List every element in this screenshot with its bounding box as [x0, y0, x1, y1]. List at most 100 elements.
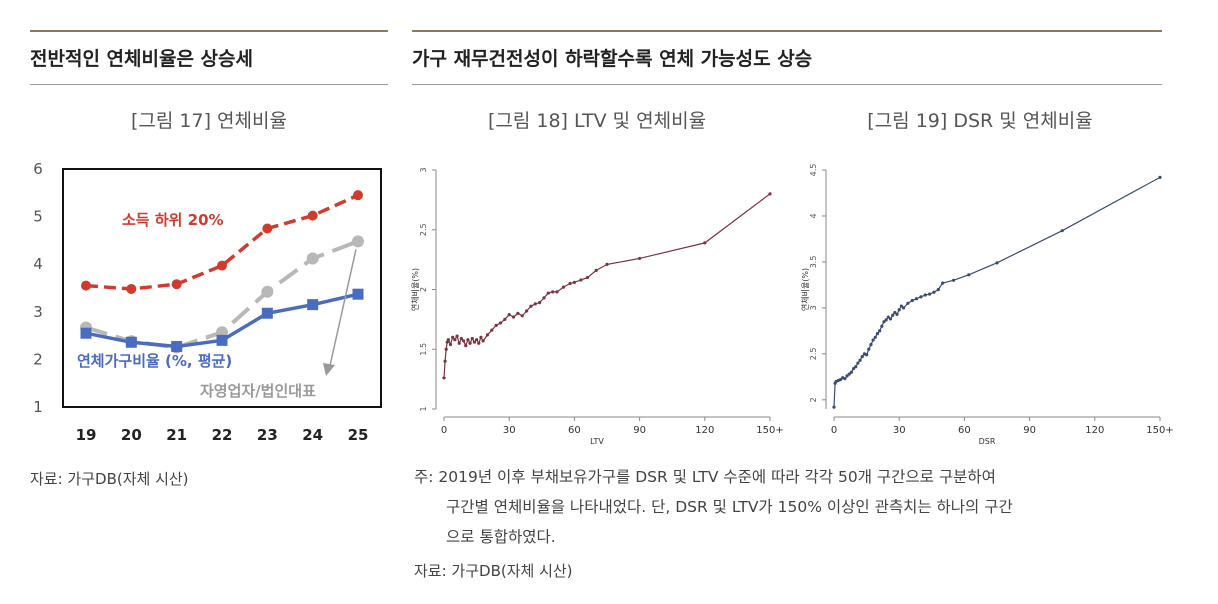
- data-point: [498, 321, 503, 325]
- x-tick-label: 25: [348, 426, 369, 444]
- y-tick-label: 1: [33, 398, 43, 416]
- data-point: [901, 306, 906, 310]
- data-point: [448, 342, 453, 347]
- data-point: [851, 366, 856, 371]
- series-line: [443, 193, 771, 378]
- y-tick-label: 3: [419, 167, 428, 172]
- data-point: [860, 355, 864, 359]
- data-point: [893, 310, 897, 315]
- data-point: [80, 327, 92, 339]
- x-axis-label: DSR: [979, 437, 996, 446]
- data-point: [906, 301, 910, 305]
- data-point: [768, 192, 772, 196]
- x-tick-label: 120: [1085, 425, 1104, 436]
- data-point: [445, 340, 449, 344]
- data-point: [914, 297, 919, 301]
- y-tick-label: 6: [33, 160, 43, 178]
- x-tick-label: 30: [503, 425, 516, 436]
- y-tick-label: 2: [419, 287, 428, 292]
- data-point: [865, 353, 869, 357]
- data-point: [511, 315, 516, 319]
- source-right: 자료: 가구DB(자체 시산): [414, 562, 573, 580]
- data-point: [457, 341, 461, 345]
- data-point: [919, 295, 923, 299]
- series-label-household: 연체가구비율 (%, 평균): [77, 352, 232, 370]
- data-point: [481, 339, 485, 343]
- data-point: [899, 304, 903, 308]
- figure18-title: [그림 18] LTV 및 연체비율: [487, 110, 707, 132]
- data-point: [936, 287, 940, 292]
- data-point: [845, 374, 849, 378]
- data-point: [353, 190, 363, 201]
- data-point: [261, 285, 274, 298]
- data-point: [871, 338, 875, 342]
- data-point: [546, 291, 550, 295]
- data-point: [551, 290, 555, 294]
- data-point: [459, 336, 463, 341]
- y-tick-label: 2.5: [809, 347, 818, 360]
- data-point: [843, 377, 847, 381]
- data-point: [125, 336, 137, 348]
- y-tick-label: 1: [419, 406, 428, 411]
- y-tick-label: 3: [33, 303, 43, 321]
- data-point: [561, 285, 566, 289]
- data-point: [932, 290, 936, 294]
- x-tick-label: 150+: [756, 425, 783, 436]
- data-point: [886, 315, 890, 319]
- data-point: [352, 288, 364, 300]
- x-axis-label: LTV: [590, 437, 604, 446]
- x-tick-label: 22: [212, 426, 233, 444]
- data-point: [490, 328, 494, 332]
- data-point: [897, 308, 901, 312]
- data-point: [585, 275, 590, 280]
- data-point: [923, 293, 927, 297]
- data-point: [261, 307, 273, 319]
- y-tick-label: 5: [33, 208, 43, 226]
- data-point: [572, 280, 576, 284]
- data-point: [951, 278, 956, 282]
- x-tick-label: 20: [121, 426, 142, 444]
- data-point: [533, 302, 537, 306]
- y-axis-label: 연체비율(%): [410, 268, 420, 311]
- x-tick-label: 0: [831, 425, 837, 436]
- x-tick-label: 150+: [1146, 425, 1173, 436]
- data-point: [307, 210, 318, 221]
- data-point: [1060, 229, 1064, 233]
- x-tick-label: 19: [76, 426, 97, 444]
- x-tick-label: 24: [302, 426, 323, 444]
- data-point: [579, 278, 583, 282]
- data-point: [217, 260, 227, 271]
- data-point: [529, 304, 533, 308]
- data-point: [895, 312, 899, 316]
- data-point: [477, 341, 481, 345]
- data-point: [847, 372, 851, 376]
- data-point: [461, 339, 466, 343]
- annotation-arrow: [328, 249, 357, 371]
- heading-underline-right: [412, 84, 1162, 85]
- y-tick-label: 2: [33, 350, 43, 368]
- note-line-1: 주: 2019년 이후 부채보유가구를 DSR 및 LTV 수준에 따라 각각 …: [414, 468, 996, 486]
- section-heading-right: 가구 재무건전성이 하락할수록 연체 가능성도 상승: [412, 48, 813, 70]
- y-tick-label: 4: [33, 255, 43, 273]
- data-point: [568, 281, 572, 286]
- data-point: [888, 317, 893, 321]
- y-tick-label: 4: [809, 213, 818, 218]
- data-point: [873, 335, 877, 339]
- data-point: [503, 317, 507, 321]
- data-point: [507, 312, 511, 317]
- data-point: [542, 296, 546, 300]
- figure19-chart: 2 2.5 3 3.5 4 4.5 0 30 60 90 120 150+ DSR 연체비율(%): [800, 164, 1174, 446]
- data-point: [524, 309, 529, 313]
- data-point: [856, 361, 860, 365]
- note-line-3: 으로 통합하였다.: [446, 528, 556, 546]
- data-point: [446, 338, 450, 342]
- data-point: [442, 376, 446, 380]
- data-point: [466, 338, 470, 342]
- data-point: [1158, 175, 1162, 179]
- data-point: [878, 329, 882, 333]
- data-point: [884, 318, 888, 322]
- heading-rule-left: [30, 30, 388, 32]
- data-point: [967, 273, 971, 277]
- data-point: [928, 292, 932, 296]
- y-tick-label: 2.5: [419, 223, 428, 236]
